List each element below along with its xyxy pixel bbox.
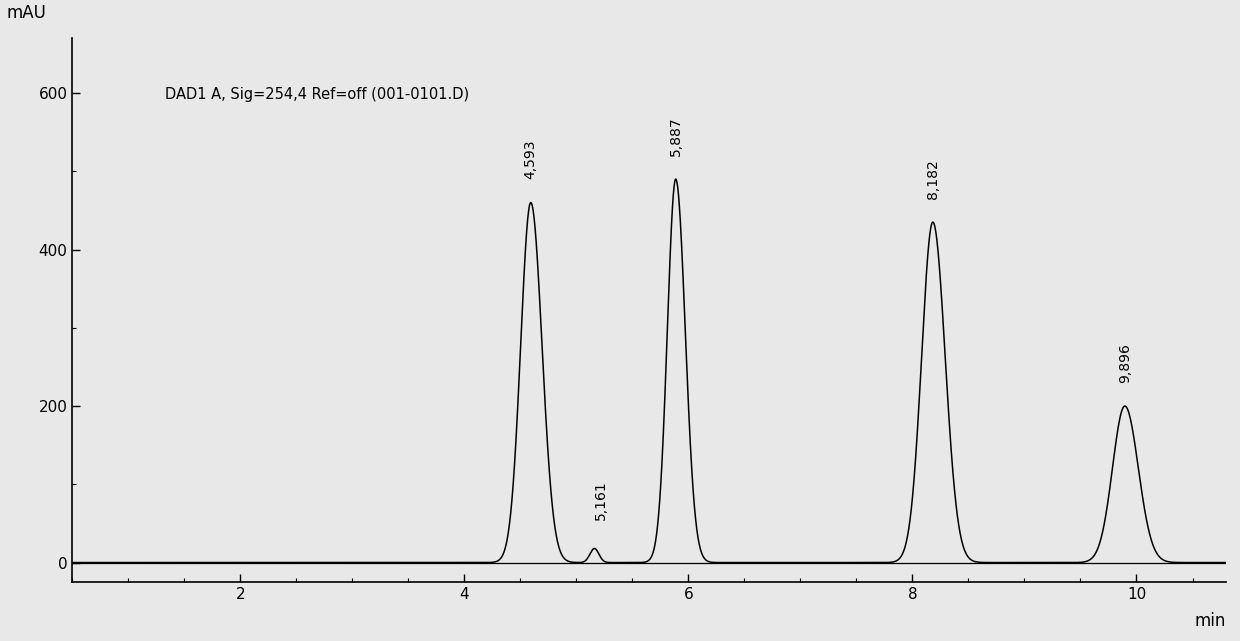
Text: 8,182: 8,182 [926, 159, 940, 199]
Text: 9,896: 9,896 [1117, 343, 1132, 383]
Text: 5,161: 5,161 [594, 479, 608, 519]
Text: 4,593: 4,593 [523, 140, 538, 179]
Text: 5,887: 5,887 [668, 116, 683, 156]
Text: min: min [1194, 612, 1226, 630]
Text: DAD1 A, Sig=254,4 Ref=off (001-0101.D): DAD1 A, Sig=254,4 Ref=off (001-0101.D) [165, 87, 469, 102]
Y-axis label: mAU: mAU [6, 4, 46, 22]
